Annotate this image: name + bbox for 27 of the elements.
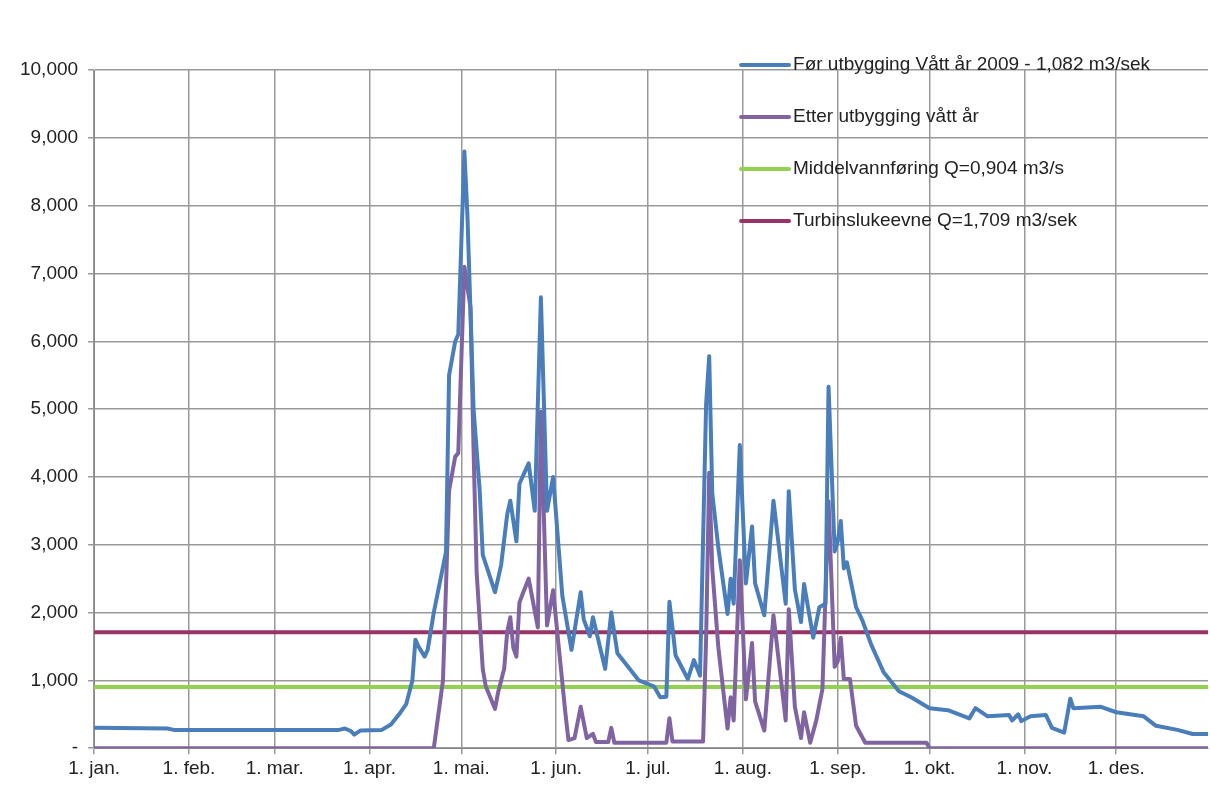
y-tick-label: 5,000 <box>30 397 79 419</box>
legend-label: Turbinslukeevne Q=1,709 m3/sek <box>793 209 1078 231</box>
y-tick-label: 2,000 <box>30 600 79 622</box>
x-tick-label: 1. des. <box>1087 756 1145 778</box>
x-tick-label: 1. sep. <box>809 756 867 778</box>
x-tick-label: 1. jul. <box>625 756 671 778</box>
x-tick-label: 1. mai. <box>432 756 490 778</box>
y-tick-label: 10,000 <box>19 58 79 80</box>
x-tick-label: 1. jan. <box>68 756 120 778</box>
legend-label: Middelvannføring Q=0,904 m3/s <box>793 157 1064 179</box>
y-tick-label: 8,000 <box>30 193 79 215</box>
x-tick-label: 1. jun. <box>530 756 583 778</box>
y-tick-label: 4,000 <box>30 465 79 487</box>
legend-label: Før utbygging Vått år 2009 - 1,082 m3/sek <box>793 53 1151 75</box>
x-tick-label: 1. mar. <box>245 756 304 778</box>
x-tick-label: 1. apr. <box>343 756 396 778</box>
y-tick-label: 6,000 <box>30 329 79 351</box>
y-tick-label: 3,000 <box>30 532 79 554</box>
x-tick-label: 1. aug. <box>713 756 772 778</box>
x-tick-label: 1. okt. <box>903 756 956 778</box>
y-tick-label: - <box>71 736 79 758</box>
legend-label: Etter utbygging vått år <box>793 105 980 127</box>
y-tick-label: 7,000 <box>30 261 79 283</box>
x-tick-label: 1. nov. <box>996 756 1053 778</box>
x-tick-label: 1. feb. <box>162 756 216 778</box>
y-tick-label: 1,000 <box>30 668 79 690</box>
y-tick-label: 9,000 <box>30 126 79 148</box>
